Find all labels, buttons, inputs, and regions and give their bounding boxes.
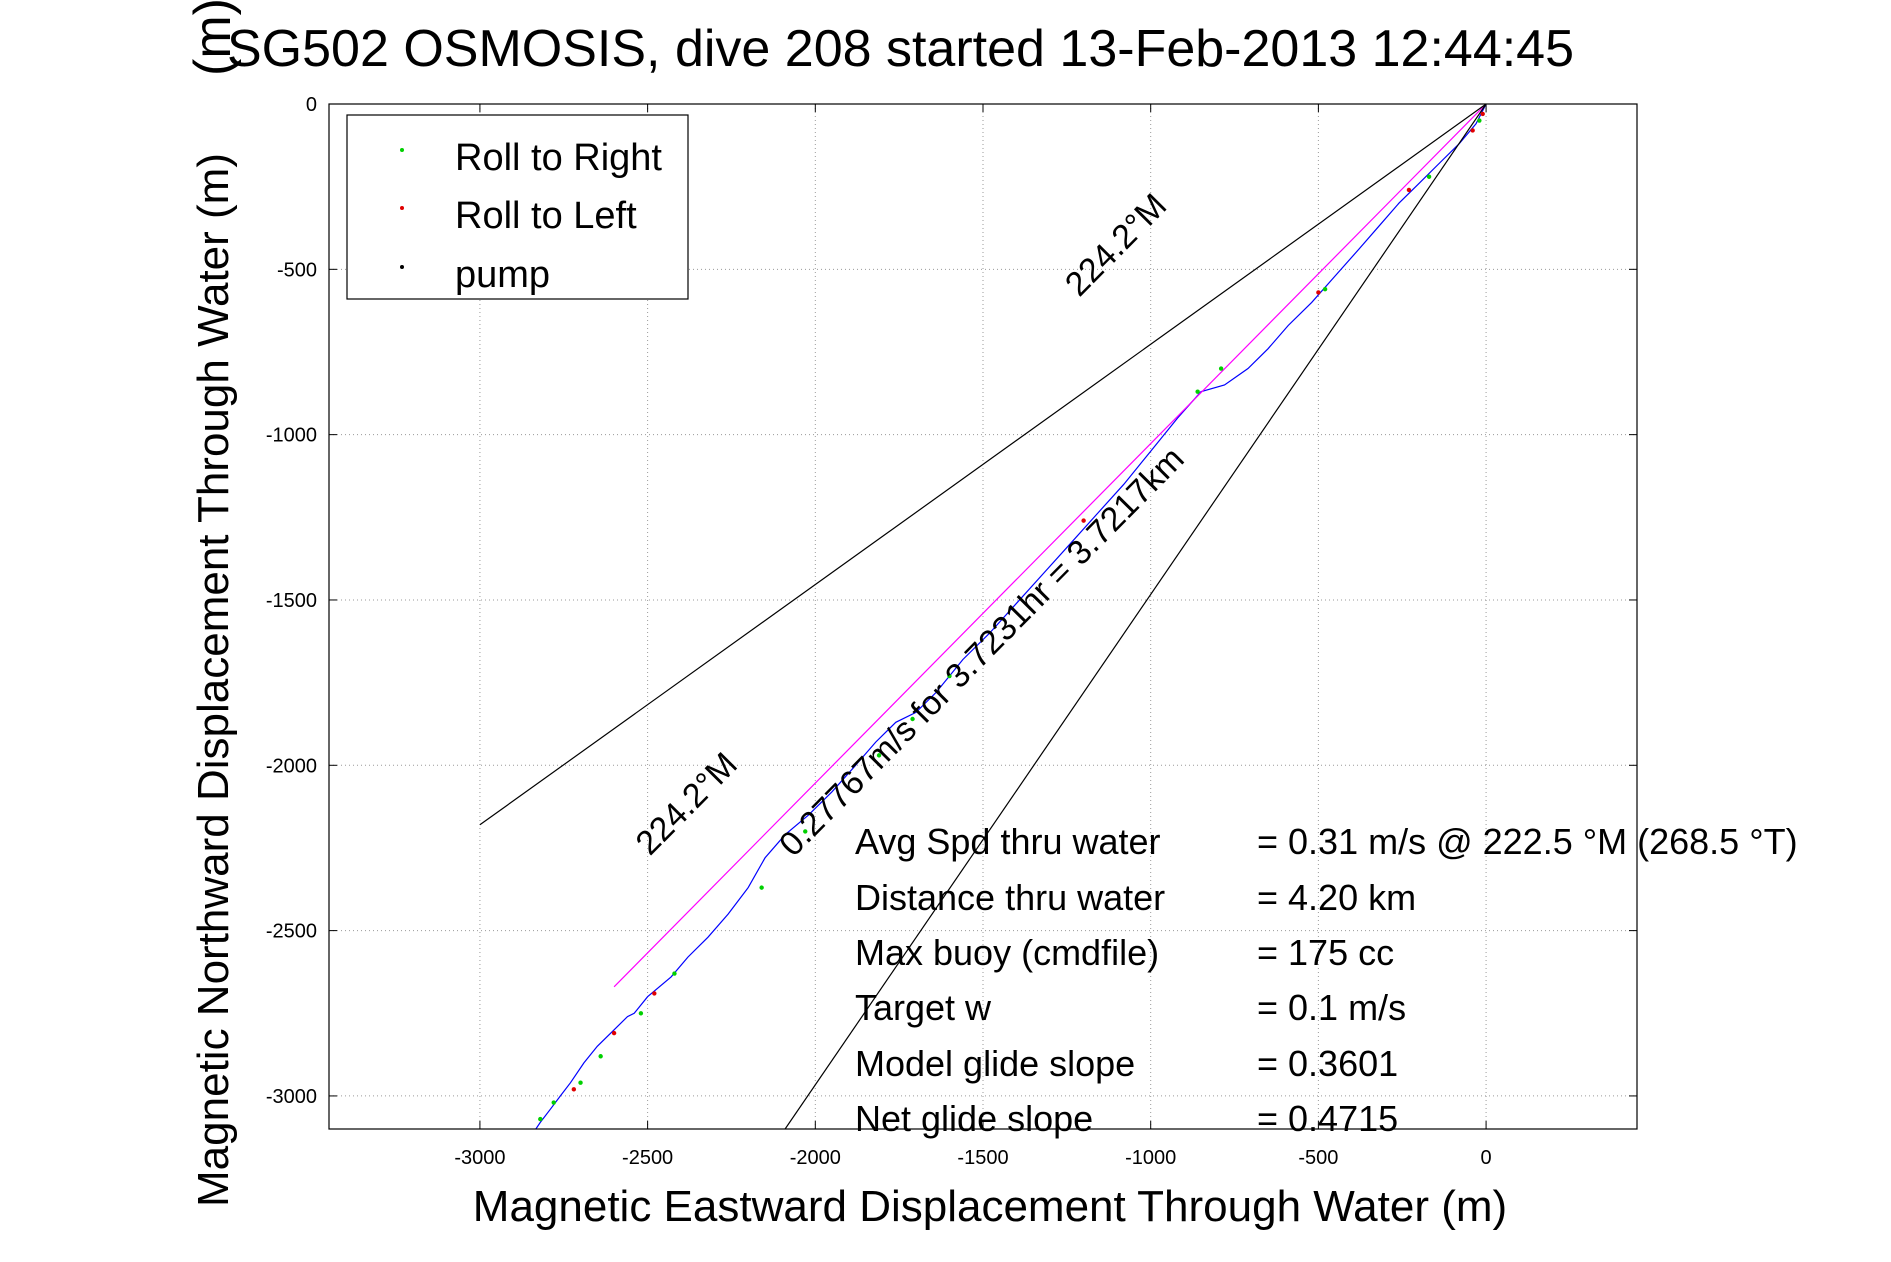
marker-roll-left [1480, 111, 1485, 117]
x-tick-label: -1500 [957, 1147, 1008, 1169]
marker-roll-right [1426, 174, 1432, 179]
legend-marker-roll-left [400, 206, 404, 210]
y-tick-label: -500 [277, 259, 317, 281]
series-line-cone [479, 104, 1487, 826]
annotation-value-model-glide: = 0.3601 [1257, 1043, 1398, 1084]
marker-roll-left [1081, 518, 1086, 523]
y-axis-label: Magnetic Northward Displacement Through … [189, 153, 238, 1207]
annotation-label-model-glide: Model glide slope [855, 1043, 1135, 1084]
annotation-value-max-buoy: = 175 cc [1257, 932, 1394, 973]
annotation-label-avg-speed: Avg Spd thru water [855, 821, 1161, 862]
marker-roll-right [638, 1011, 644, 1016]
y-tick-label: -2000 [266, 755, 317, 777]
annotation-value-target-w: = 0.1 m/s [1257, 987, 1406, 1028]
annotation-value-net-glide: = 0.4715 [1257, 1098, 1398, 1139]
marker-roll-right [803, 829, 808, 834]
y-tick-label: -2500 [266, 921, 317, 943]
series-line-cone [784, 104, 1487, 1129]
y-tick-label: 0 [306, 94, 317, 116]
legend-label-roll-left: Roll to Left [455, 195, 637, 237]
legend-label-pump: pump [455, 254, 550, 296]
annotation-value-distance: = 4.20 km [1257, 877, 1416, 918]
plot-frame [328, 103, 1638, 1130]
marker-roll-right [910, 716, 915, 722]
y-tick-label: -1500 [266, 590, 317, 612]
marker-roll-right [598, 1054, 603, 1059]
x-tick-label: -2500 [622, 1147, 673, 1169]
marker-roll-right [1195, 389, 1200, 394]
annotation-label-net-glide: Net glide slope [855, 1098, 1093, 1139]
legend-marker-roll-right [400, 148, 404, 152]
tick-labels: -3000 -2500 -2000 -1500 -1000 -500 0 0 -500 -1000… [266, 94, 1492, 1169]
annotation-label-target-w: Target w [855, 987, 992, 1028]
legend-label-roll-right: Roll to Right [455, 137, 662, 179]
marker-roll-left [571, 1087, 577, 1092]
marker-roll-right [538, 1116, 543, 1122]
x-tick-label: -2000 [790, 1147, 841, 1169]
legend-marker-pump [400, 265, 404, 269]
annotation-label-max-buoy: Max buoy (cmdfile) [855, 932, 1159, 973]
legend: Roll to Right Roll to Left pump [346, 114, 689, 300]
annotation-value-avg-speed: = 0.31 m/s @ 222.5 °M (268.5 °T) [1257, 821, 1798, 862]
y-tick-label: -1000 [266, 425, 317, 447]
legend-box [346, 114, 689, 300]
x-tick-label: 0 [1481, 1147, 1492, 1169]
y-tick-label: -3000 [266, 1086, 317, 1108]
series-group [479, 104, 1487, 1129]
marker-group [538, 111, 1485, 1122]
marker-roll-right [876, 753, 882, 758]
ylabel-overlap-text: (m) [184, 0, 242, 76]
stats-annotation: Avg Spd thru water = 0.31 m/s @ 222.5 °M… [855, 821, 1798, 1139]
series-line-track [535, 104, 1487, 1129]
marker-roll-left [611, 1030, 617, 1036]
marker-roll-right [672, 971, 677, 976]
marker-roll-right [578, 1080, 583, 1085]
marker-roll-right [947, 673, 952, 679]
x-tick-label: -3000 [454, 1147, 505, 1169]
marker-roll-right [759, 885, 764, 890]
marker-roll-right [551, 1100, 556, 1105]
marker-roll-left [1470, 128, 1475, 133]
marker-roll-right [1322, 286, 1328, 292]
series-line-heading [613, 104, 1487, 988]
marker-roll-right [1477, 118, 1482, 123]
x-tick-label: -500 [1298, 1147, 1338, 1169]
marker-roll-left [1316, 290, 1321, 295]
marker-roll-left [1406, 187, 1412, 193]
marker-roll-right [1218, 366, 1224, 371]
annotation-label-distance: Distance thru water [855, 877, 1165, 918]
marker-roll-left [652, 991, 657, 996]
x-tick-label: -1000 [1125, 1147, 1176, 1169]
x-axis-label: Magnetic Eastward Displacement Through W… [473, 1182, 1507, 1231]
chart-title: SG502 OSMOSIS, dive 208 started 13-Feb-2… [227, 20, 1574, 78]
